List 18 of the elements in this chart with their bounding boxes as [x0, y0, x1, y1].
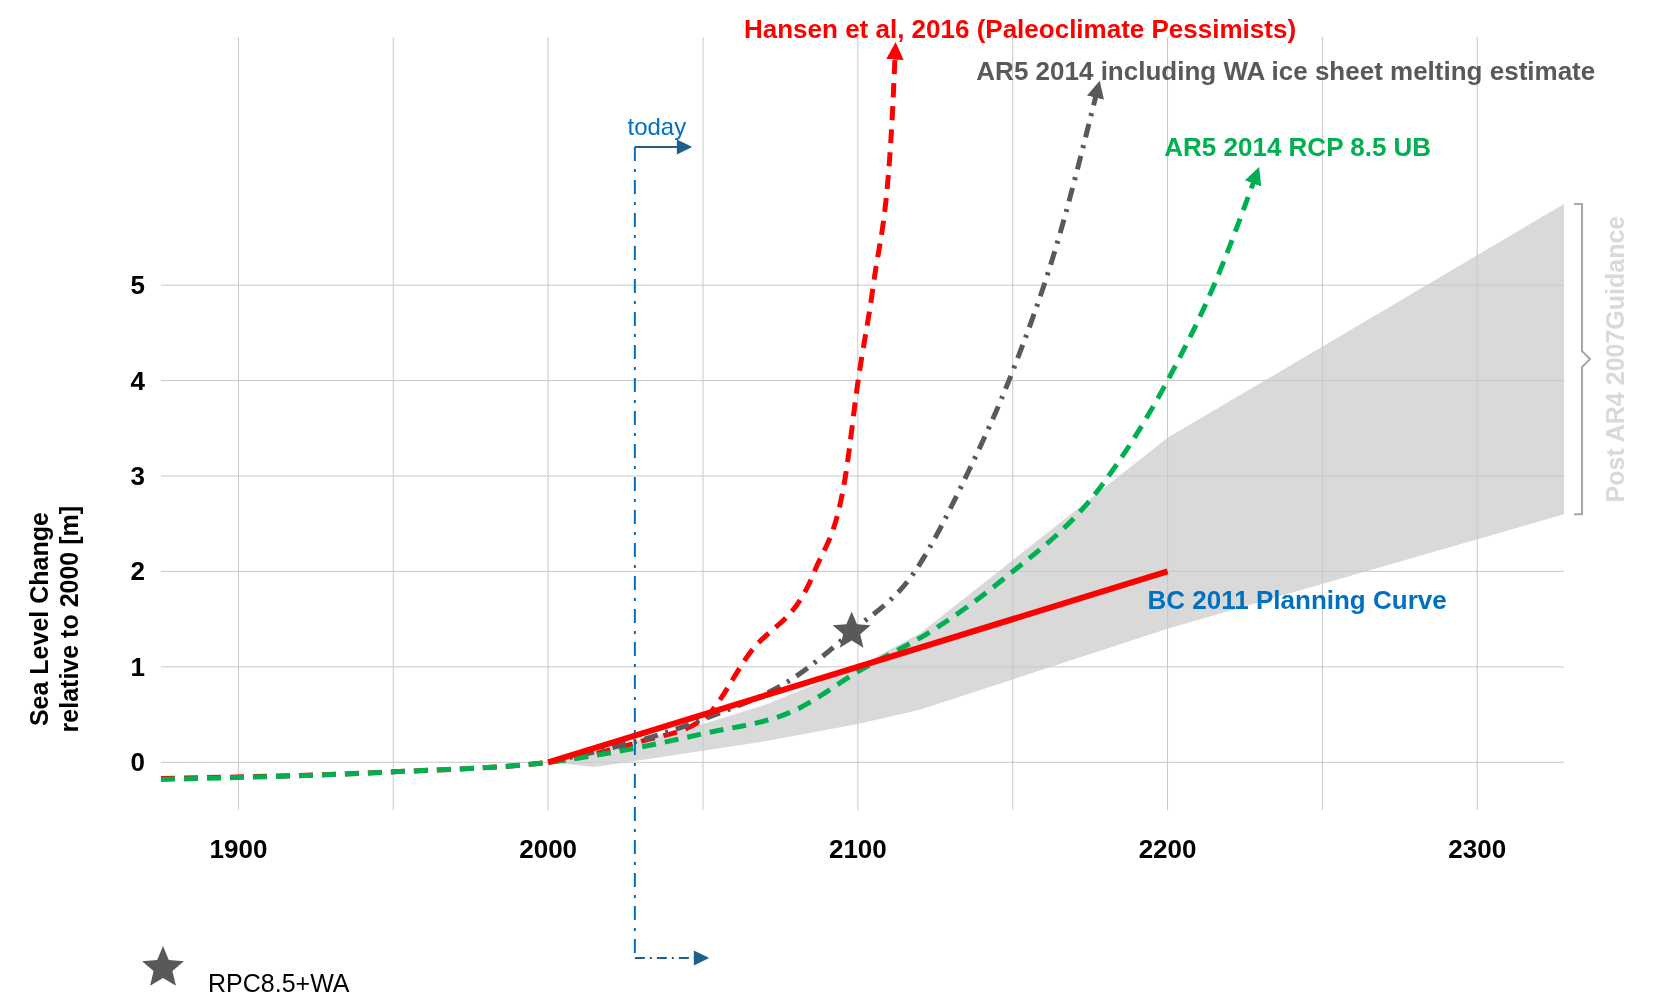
text: Hansen et al, 2016 (Paleoclimate Pessimists): [743, 14, 1297, 45]
y-tick-label: 5: [130, 270, 145, 301]
x-tick-label: 2200: [1138, 834, 1197, 864]
x-tick-label: 2300: [1448, 834, 1507, 864]
x-tick-label: 2000: [519, 834, 578, 864]
y-tick-label: 4: [130, 365, 146, 396]
y-tick-label: 1: [130, 651, 145, 682]
y-axis-title: Sea Level Change relative to 2000 [m]: [25, 505, 83, 733]
text: AR5 2014 RCP 8.5 UB: [1164, 132, 1432, 163]
text: AR5 2014 including WA ice sheet melting estimate: [976, 56, 1596, 87]
ref-line-label: today: [627, 113, 687, 140]
y-tick-label: 3: [130, 460, 145, 491]
x-tick-label: 2100: [828, 834, 887, 864]
legend-label: RPC8.5+WA: [208, 969, 350, 997]
y-tick-label: 0: [130, 747, 145, 778]
y-tick-label: 2: [130, 556, 145, 587]
x-tick-label: 1900: [209, 834, 268, 864]
annotation: BC 2011 Planning Curve: [1147, 585, 1447, 616]
